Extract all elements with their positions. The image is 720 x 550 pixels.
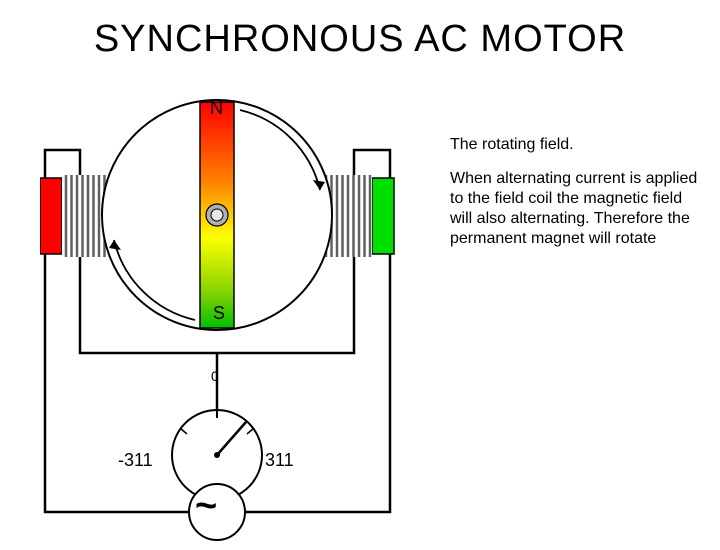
description-block: The rotating field. When alternating cur…	[450, 135, 700, 249]
motor-diagram: N S 0 -311 311 ~	[40, 80, 440, 520]
body-text: When alternating current is applied to t…	[450, 169, 700, 249]
shaft-inner	[211, 209, 223, 221]
right-pole-block	[372, 178, 394, 254]
gauge-zero-label: 0	[211, 368, 219, 384]
subtitle: The rotating field.	[450, 135, 700, 155]
gauge-min-label: -311	[118, 450, 153, 471]
left-pole-block	[40, 178, 62, 254]
gauge-max-label: 311	[265, 450, 294, 471]
south-pole-label: S	[213, 303, 225, 324]
ac-symbol: ~	[195, 485, 217, 528]
north-pole-label: N	[210, 98, 223, 119]
page-title: SYNCHRONOUS AC MOTOR	[94, 18, 626, 61]
motor-svg	[40, 80, 440, 550]
